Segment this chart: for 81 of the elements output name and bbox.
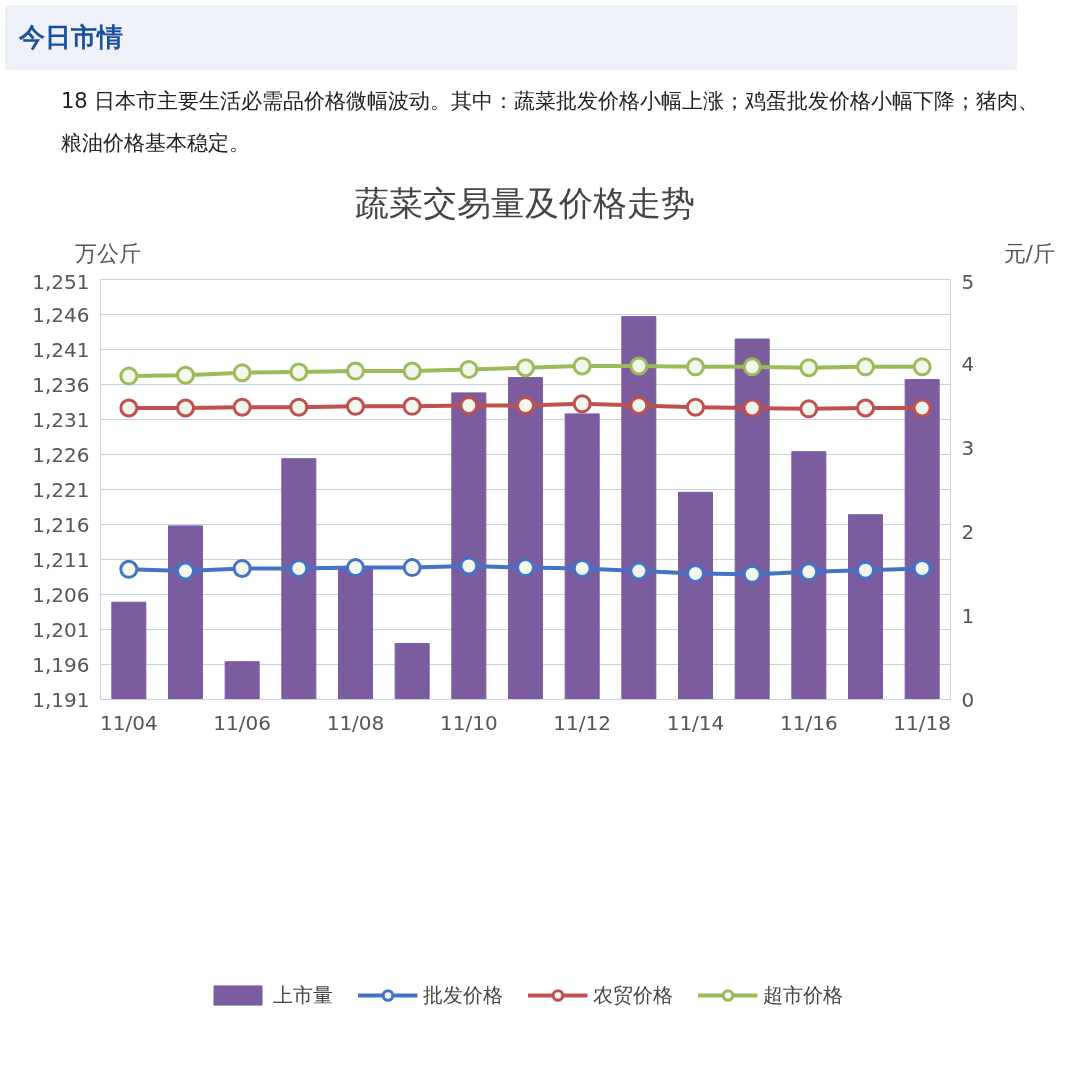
- y2-tick-label: 0: [961, 687, 975, 712]
- y-tick-label: 1,196: [32, 652, 90, 677]
- point: [232, 397, 252, 417]
- legend-label: 上市量: [272, 981, 333, 1009]
- point: [119, 398, 139, 418]
- y-tick-label: 1,246: [32, 302, 90, 327]
- point: [799, 358, 819, 378]
- x-tick-label: 11/16: [780, 710, 838, 735]
- point: [629, 356, 649, 376]
- point: [799, 562, 819, 582]
- point: [402, 361, 422, 381]
- point: [119, 559, 139, 579]
- text: 今日市情: [19, 21, 123, 54]
- point: [742, 357, 762, 377]
- point: [686, 397, 705, 417]
- chart-title: 蔬菜交易量及价格走势: [355, 182, 695, 226]
- x-tick-label: 11/10: [440, 710, 498, 735]
- legend-label: 超市价格: [762, 981, 843, 1009]
- point: [176, 398, 195, 418]
- legend-label: 农贸价格: [592, 981, 673, 1009]
- y-axis-title: 万公斤: [75, 239, 141, 268]
- x-tick-label: 11/04: [100, 710, 158, 735]
- point: [912, 559, 932, 579]
- point: [459, 360, 479, 379]
- point: [289, 362, 309, 382]
- point: [176, 365, 195, 385]
- point: [176, 561, 195, 581]
- x-tick-label: 11/08: [326, 710, 385, 735]
- y-tick-label: 1,191: [32, 687, 90, 712]
- point: [402, 396, 422, 416]
- point: [232, 559, 252, 579]
- y-tick-label: 1,206: [32, 582, 90, 607]
- point: [516, 396, 535, 416]
- x-tick-label: 11/12: [553, 710, 611, 735]
- y-tick-label: 1,226: [32, 442, 90, 467]
- point: [572, 356, 592, 376]
- y2-tick-label: 4: [961, 351, 975, 376]
- point: [346, 558, 365, 578]
- y-tick-label: 1,236: [32, 372, 90, 397]
- text: 18 日本市主要生活必需品价格微幅波动。其中：蔬菜批发价格小幅上涨；鸡蛋批发价格小幅下降；猪肉、粮油价格基本稳定。: [61, 88, 1041, 158]
- point: [119, 366, 139, 386]
- y-tick-label: 1,231: [32, 407, 90, 432]
- point: [629, 396, 649, 416]
- y2-tick-label: 5: [961, 269, 975, 294]
- point: [912, 398, 932, 418]
- y-tick-label: 1,216: [32, 512, 90, 537]
- x-tick-label: 11/18: [893, 710, 951, 735]
- point: [912, 357, 932, 377]
- point: [572, 394, 592, 414]
- point: [516, 358, 535, 378]
- point: [289, 559, 309, 579]
- point: [629, 561, 649, 581]
- point: [346, 396, 365, 416]
- point: [572, 559, 592, 579]
- y2-axis-title: 元/斤: [1003, 239, 1055, 268]
- point: [402, 558, 422, 578]
- point: [459, 396, 479, 416]
- y2-tick-label: 1: [961, 603, 975, 628]
- x-tick-label: 11/06: [213, 710, 271, 735]
- point: [856, 560, 875, 580]
- y-tick-label: 1,211: [32, 547, 90, 572]
- point: [856, 357, 875, 377]
- point: [686, 357, 705, 377]
- point: [742, 398, 762, 418]
- x-tick-label: 11/14: [666, 710, 725, 735]
- point: [232, 363, 252, 383]
- y2-tick-label: 3: [961, 435, 975, 460]
- legend-label: 批发价格: [422, 981, 503, 1009]
- point: [742, 564, 762, 584]
- point: [516, 558, 535, 578]
- point: [459, 556, 479, 576]
- y-tick-label: 1,251: [32, 269, 90, 294]
- point: [346, 361, 365, 381]
- y-tick-label: 1,241: [32, 337, 90, 362]
- point: [799, 399, 819, 419]
- point: [856, 398, 875, 418]
- point: [686, 564, 705, 584]
- y-tick-label: 1,201: [32, 617, 90, 642]
- y-tick-label: 1,221: [32, 477, 90, 502]
- y2-tick-label: 2: [961, 519, 975, 544]
- point: [289, 397, 309, 417]
